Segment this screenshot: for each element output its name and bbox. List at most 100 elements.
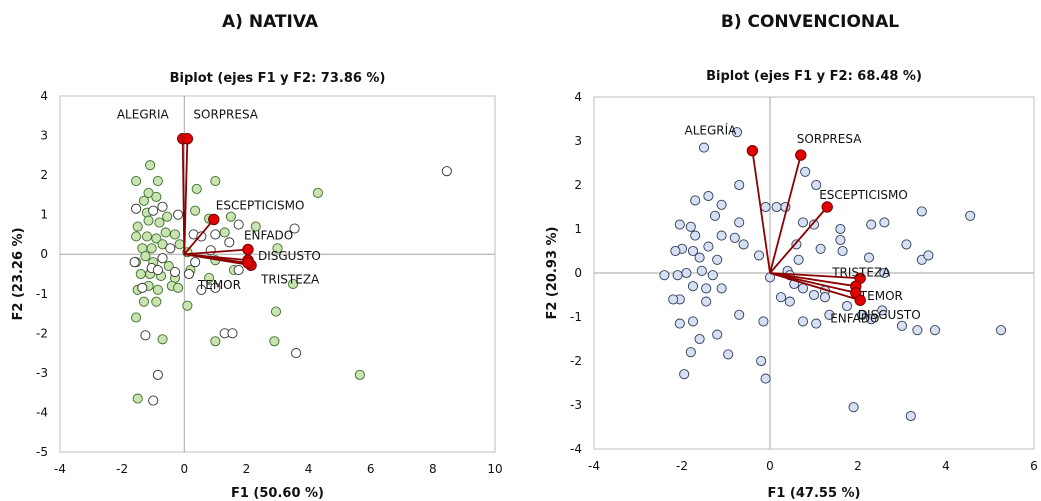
x-tick-label: -4 [54, 462, 66, 476]
vector-head [242, 243, 254, 256]
observation-point [152, 264, 163, 276]
observation-point [250, 221, 261, 232]
vector-head [821, 201, 833, 213]
observation-point [157, 334, 168, 345]
vector-line [769, 206, 828, 274]
observation-point [824, 309, 835, 320]
vector-label: TRISTEZA [831, 265, 891, 279]
observation-point [784, 296, 795, 307]
y-tick-label: 1 [40, 208, 48, 222]
observation-point [152, 175, 163, 187]
observation-point [791, 239, 802, 250]
observation-point [132, 221, 143, 232]
observation-point [965, 210, 976, 221]
observation-point [696, 265, 707, 276]
observation-point [131, 175, 142, 187]
observation-point [716, 199, 727, 210]
x-axis-label: F1 (47.55 %) [767, 486, 860, 501]
y-tick-label: 1 [574, 222, 582, 236]
observation-point [138, 195, 149, 206]
observation-point [152, 369, 163, 380]
vector-label: DISGUSTO [858, 308, 921, 322]
observation-point [800, 166, 811, 177]
observation-point [896, 320, 908, 331]
vector-line [184, 253, 249, 264]
y-axis-label: F2 (23.26 %) [11, 227, 26, 320]
observation-point [670, 245, 681, 257]
observation-point [929, 325, 941, 336]
observation-point [163, 261, 174, 272]
observation-point [138, 296, 149, 307]
observation-point [698, 142, 710, 153]
observation-point [775, 292, 787, 303]
observation-point [672, 270, 683, 281]
observation-point [687, 245, 699, 257]
observation-point [712, 254, 723, 265]
observation-point [841, 300, 853, 312]
observation-point [723, 349, 734, 360]
vector-label: DISGUSTO [258, 249, 321, 263]
x-tick-label: 0 [766, 459, 774, 473]
vector-head [208, 213, 220, 226]
observation-point [270, 306, 281, 317]
observation-point [131, 231, 142, 242]
observation-point [690, 195, 701, 206]
vector-label: ENFADO [244, 228, 293, 242]
observation-point [835, 223, 846, 235]
observation-point [191, 183, 202, 195]
observation-point [857, 309, 868, 320]
vector-label: ALEGRÍA [685, 123, 738, 138]
observation-point [808, 289, 820, 301]
vector-line [183, 138, 189, 255]
observation-point [679, 369, 690, 380]
observation-point [148, 395, 159, 406]
observation-point [129, 257, 140, 268]
y-tick-label: 0 [40, 247, 48, 261]
observation-point [190, 205, 201, 216]
observation-point [848, 402, 859, 413]
observation-point [154, 217, 165, 228]
vector-line [769, 272, 861, 280]
chart-title: Biplot (ejes F1 y F2: 68.48 %) [706, 69, 922, 84]
x-tick-label: -2 [116, 462, 128, 476]
observation-point [690, 230, 701, 241]
observation-point [701, 296, 712, 307]
observation-point [210, 336, 221, 347]
observation-point [674, 318, 685, 329]
observation-point [227, 328, 238, 339]
observation-point [173, 209, 184, 220]
observation-point [771, 201, 782, 213]
observation-point [916, 206, 927, 217]
observation-point [291, 348, 302, 359]
observation-point [753, 250, 765, 261]
observation-point [169, 229, 181, 240]
observation-point [141, 231, 153, 242]
observation-point [905, 410, 916, 422]
observation-point [694, 252, 705, 263]
observation-point [659, 270, 670, 281]
observation-point [269, 336, 280, 347]
observation-point [224, 237, 235, 248]
vector-line [751, 150, 771, 274]
observation-point [190, 257, 201, 268]
observation-point [287, 278, 299, 289]
observation-point [712, 329, 723, 340]
observation-point [148, 205, 159, 216]
x-tick-label: -2 [676, 459, 688, 473]
observation-point [703, 241, 714, 252]
observation-point [233, 264, 244, 276]
observation-point [160, 227, 171, 238]
observation-point [152, 284, 163, 295]
y-tick-label: -4 [570, 442, 582, 456]
observation-point [233, 219, 244, 230]
y-tick-label: 4 [574, 90, 582, 104]
vector-line [769, 272, 856, 288]
panel-a-title: A) NATIVA [222, 12, 318, 32]
vector-line [769, 272, 857, 294]
observation-point [808, 219, 820, 230]
observation-point [132, 393, 143, 404]
y-tick-label: 2 [574, 178, 582, 192]
plot-frame [59, 95, 496, 453]
